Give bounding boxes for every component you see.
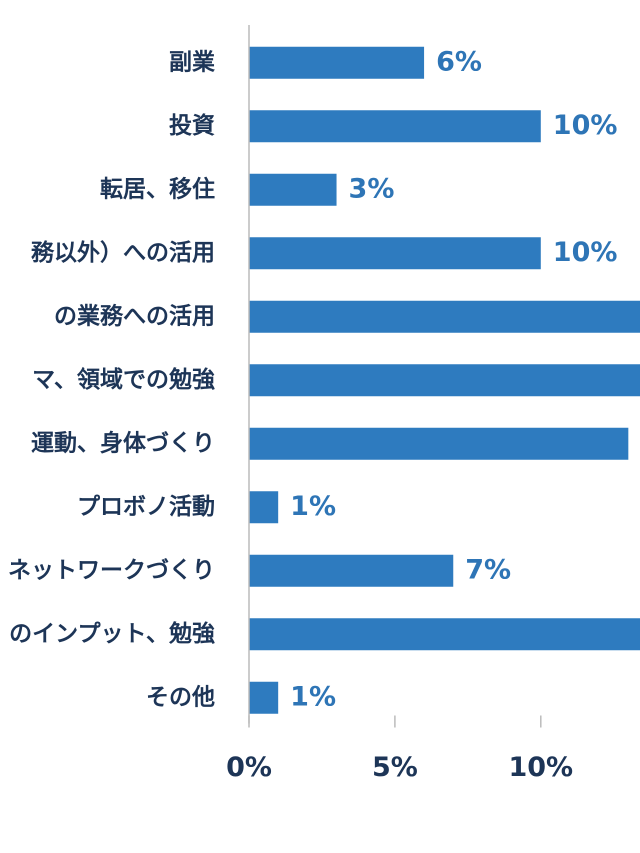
bar	[249, 300, 640, 333]
category-label: プロボノ活動	[77, 494, 215, 520]
bar	[249, 427, 629, 460]
category-label: 投資	[169, 112, 215, 139]
category-label: マ、領域での勉強	[32, 366, 215, 393]
bar	[249, 554, 454, 587]
x-tick-label: 0%	[226, 752, 272, 783]
bar	[249, 491, 279, 524]
category-label: 転居、移住	[100, 175, 215, 202]
value-label: 3%	[349, 173, 395, 204]
x-tick-label: 5%	[372, 752, 418, 783]
bar	[249, 110, 541, 143]
bar	[249, 237, 541, 270]
value-label: 10%	[553, 110, 618, 141]
value-label: 7%	[465, 554, 511, 585]
x-tick-label: 10%	[508, 752, 573, 783]
value-label: 1%	[290, 681, 336, 712]
category-label: その他	[146, 684, 215, 710]
value-label: 1%	[290, 491, 336, 522]
category-label: の業務への活用	[54, 302, 215, 329]
bar	[249, 364, 640, 397]
category-label: のインプット、勉強	[9, 620, 215, 647]
category-label: ネットワークづくり	[8, 557, 215, 583]
bar	[249, 173, 337, 206]
category-label: 副業	[169, 48, 216, 75]
bar	[249, 46, 425, 79]
bar	[249, 681, 279, 714]
category-label: 務以外）への活用	[31, 239, 215, 266]
value-label: 6%	[436, 46, 482, 77]
value-label: 10%	[553, 237, 618, 268]
bar	[249, 618, 640, 651]
category-label: 運動、身体づくり	[31, 429, 215, 456]
